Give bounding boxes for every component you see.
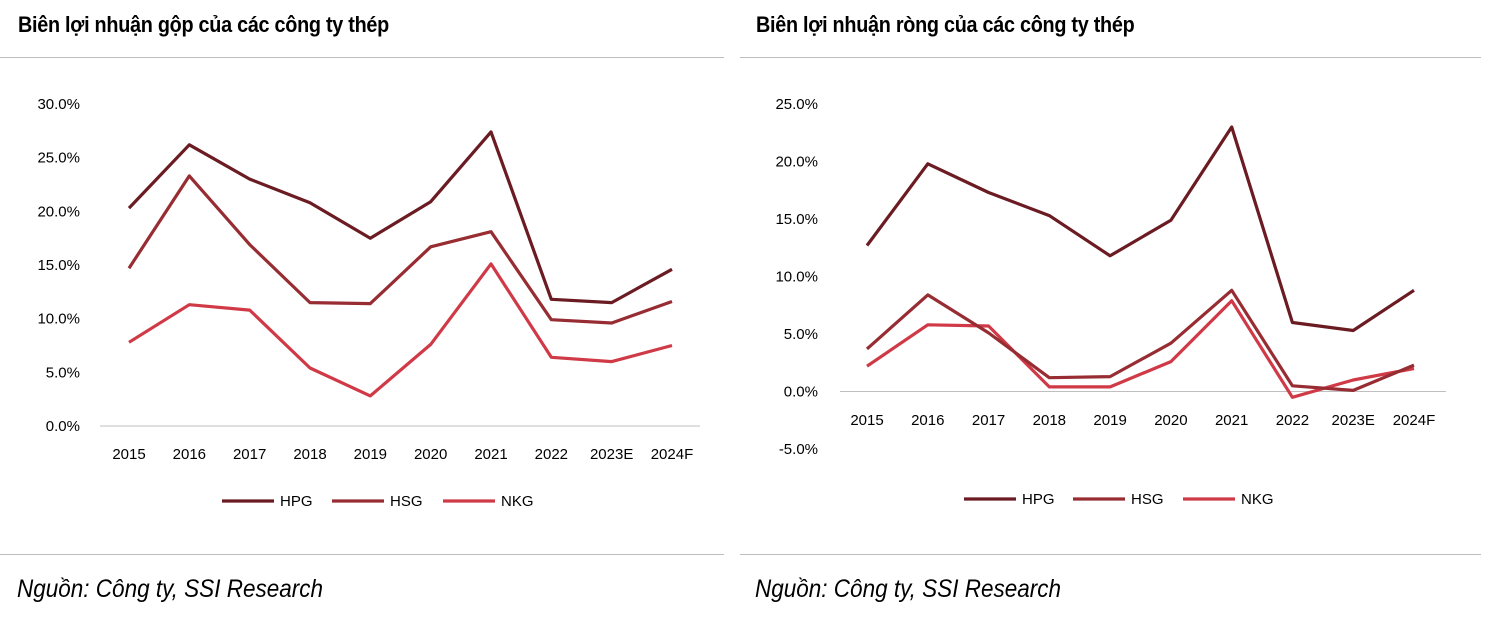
y-tick-label: 20.0%: [37, 203, 80, 220]
x-tick-label: 2015: [850, 412, 883, 429]
y-tick-label: 5.0%: [46, 364, 80, 381]
x-tick-label: 2021: [474, 446, 507, 463]
y-tick-label: 0.0%: [46, 418, 80, 435]
divider: [740, 57, 1481, 58]
x-tick-label: 2017: [233, 446, 266, 463]
divider: [0, 57, 724, 58]
chart-title: Biên lợi nhuận gộp của các công ty thép: [18, 12, 389, 37]
y-tick-label: 0.0%: [784, 384, 818, 401]
x-tick-label: 2023E: [590, 446, 633, 463]
legend-label-nkg: NKG: [1241, 491, 1274, 508]
net-margin-panel: Biên lợi nhuận ròng của các công ty thép…: [740, 0, 1485, 636]
chart-title: Biên lợi nhuận ròng của các công ty thép: [756, 12, 1135, 37]
divider: [0, 554, 724, 555]
series-line-hpg: [127, 130, 673, 305]
y-axis-ticks: 0.0% 5.0% 10.0% 15.0% 20.0% 25.0% 30.0%: [37, 96, 80, 435]
divider: [740, 554, 1481, 555]
y-tick-label: -5.0%: [779, 441, 818, 458]
y-tick-label: 30.0%: [37, 96, 80, 113]
legend: HPG HSG NKG: [222, 493, 534, 510]
x-tick-label: 2024F: [651, 446, 694, 463]
gross-margin-panel: Biên lợi nhuận gộp của các công ty thép …: [0, 0, 724, 636]
series-line-nkg: [866, 299, 1415, 399]
net-margin-chart: -5.0%0.0%5.0%10.0%15.0%20.0%25.0%2015 201…: [775, 96, 1446, 508]
x-tick-label: 2024F: [1393, 412, 1436, 429]
x-tick-label: 2019: [1093, 412, 1126, 429]
y-axis-ticks: -5.0% 0.0% 5.0% 10.0% 15.0% 20.0% 25.0%: [775, 96, 818, 458]
y-tick-label: 25.0%: [775, 96, 818, 113]
gross-margin-chart: 0.0%5.0%10.0%15.0%20.0%25.0%30.0%2015 201…: [37, 96, 700, 510]
x-tick-label: 2021: [1215, 412, 1248, 429]
x-tick-label: 2017: [972, 412, 1005, 429]
legend-label-nkg: NKG: [501, 493, 534, 510]
legend-label-hpg: HPG: [1022, 491, 1055, 508]
x-tick-label: 2022: [535, 446, 568, 463]
y-tick-label: 5.0%: [784, 326, 818, 343]
legend: HPG HSG NKG: [964, 491, 1274, 508]
y-tick-label: 15.0%: [37, 257, 80, 274]
x-axis-ticks: 2015 2016 2017 2018 2019 2020 2021 2022 2023E 202…: [112, 446, 693, 463]
legend-label-hsg: HSG: [1131, 491, 1164, 508]
source-note: Nguồn: Công ty, SSI Research: [17, 575, 323, 603]
x-tick-label: 2020: [414, 446, 447, 463]
x-tick-label: 2019: [354, 446, 387, 463]
y-tick-label: 10.0%: [37, 311, 80, 328]
x-tick-label: 2015: [112, 446, 145, 463]
x-tick-label: 2018: [293, 446, 326, 463]
x-tick-label: 2018: [1033, 412, 1066, 429]
x-tick-label: 2016: [173, 446, 206, 463]
legend-label-hsg: HSG: [390, 493, 423, 510]
series-line-hsg: [127, 174, 673, 325]
y-tick-label: 15.0%: [775, 211, 818, 228]
series-line-hpg: [865, 125, 1415, 333]
y-tick-label: 10.0%: [775, 269, 818, 286]
y-tick-label: 20.0%: [775, 154, 818, 171]
x-tick-label: 2023E: [1332, 412, 1375, 429]
legend-label-hpg: HPG: [280, 493, 313, 510]
series-line-nkg: [128, 262, 673, 398]
x-tick-label: 2022: [1276, 412, 1309, 429]
y-tick-label: 25.0%: [37, 150, 80, 167]
x-axis-ticks: 2015 2016 2017 2018 2019 2020 2021 2022 2023E 202…: [850, 412, 1435, 429]
series-line-hsg: [865, 288, 1415, 392]
x-tick-label: 2020: [1154, 412, 1187, 429]
source-note: Nguồn: Công ty, SSI Research: [755, 575, 1061, 603]
x-tick-label: 2016: [911, 412, 944, 429]
